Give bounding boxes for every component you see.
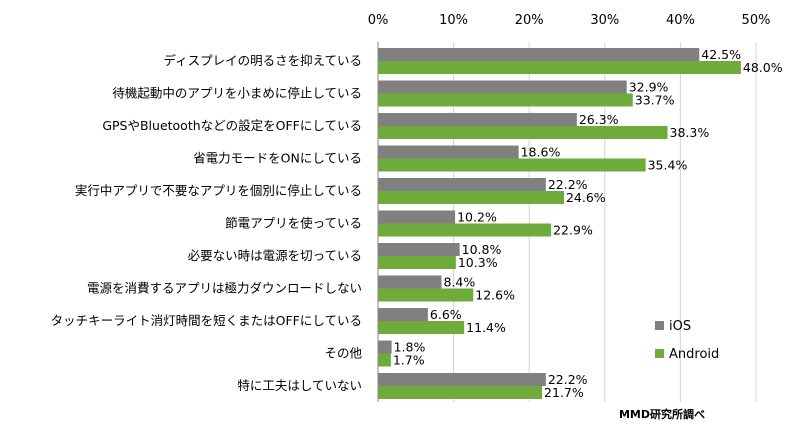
value-label-ios: 10.2%: [457, 210, 497, 225]
value-label-ios: 8.4%: [444, 275, 476, 290]
bar-ios: [378, 275, 442, 289]
bar-ios: [378, 48, 700, 61]
legend-swatch-ios: [655, 321, 664, 330]
legend: iOS Android: [655, 319, 719, 362]
value-labels: 42.5%48.0% 32.9%33.7% 26.3% 38.3% 18.6% 35.4%…: [393, 47, 783, 400]
value-label-android: 33.7%: [635, 93, 675, 108]
bar-android: [378, 386, 543, 399]
value-label-ios: 1.8%: [394, 340, 426, 355]
bar-ios: [378, 178, 546, 191]
bar-android: [378, 93, 633, 107]
x-axis-tick-labels: 0% 10% 20% 30% 40% 50%: [368, 13, 771, 28]
category-label: 電源を消費するアプリは極力ダウンロードしない: [87, 281, 362, 296]
value-label-ios: 10.8%: [462, 242, 502, 257]
category-label: 必要ない時は電源を切っている: [188, 248, 362, 263]
bar-ios: [378, 308, 428, 321]
bar-ios: [378, 80, 627, 94]
value-label-ios: 26.3%: [579, 112, 619, 127]
bar-android: [378, 321, 465, 334]
x-tick-label: 20%: [515, 13, 544, 28]
category-label: 省電力モードをONにしている: [193, 151, 362, 166]
bar-ios: [378, 243, 460, 256]
value-label-android: 10.3%: [458, 255, 498, 270]
legend-label-android: Android: [669, 347, 719, 362]
category-label: ディスプレイの明るさを抑えている: [163, 53, 362, 68]
value-label-ios: 32.9%: [629, 80, 669, 95]
value-label-android: 21.7%: [544, 385, 584, 400]
source-note: MMD研究所調べ: [619, 407, 705, 421]
bars: [378, 48, 741, 399]
legend-label-ios: iOS: [669, 319, 691, 334]
category-label: 節電アプリを使っている: [225, 216, 362, 231]
legend-swatch-android: [655, 349, 664, 358]
value-label-android: 11.4%: [466, 320, 506, 335]
bar-android: [378, 191, 564, 204]
bar-ios: [378, 373, 546, 386]
value-label-android: 24.6%: [566, 190, 606, 205]
value-label-android: 12.6%: [475, 288, 515, 303]
value-label-ios: 22.2%: [548, 372, 588, 387]
bar-android: [378, 223, 552, 237]
value-label-android: 1.7%: [393, 353, 425, 368]
bar-android: [378, 61, 741, 74]
value-label-ios: 22.2%: [548, 177, 588, 192]
category-label: GPSやBluetoothなどの設定をOFFにしている: [102, 118, 362, 133]
bar-ios: [378, 340, 392, 354]
bar-ios: [378, 145, 519, 159]
bar-android: [378, 353, 391, 367]
x-tick-label: 40%: [666, 13, 695, 28]
category-label: タッチキーライト消灯時間を短くまたはOFFにしている: [51, 313, 362, 328]
bar-android: [378, 126, 668, 139]
bar-ios: [378, 113, 577, 126]
x-tick-label: 10%: [439, 13, 468, 28]
bar-android: [378, 158, 646, 172]
bar-android: [378, 256, 456, 269]
category-label: 実行中アプリで不要なアプリを個別に停止している: [75, 183, 362, 198]
bar-android: [378, 288, 474, 302]
value-label-ios: 42.5%: [701, 47, 741, 62]
x-tick-label: 0%: [368, 13, 389, 28]
x-tick-label: 50%: [742, 13, 771, 28]
bar-ios: [378, 210, 456, 224]
category-label: 特に工夫はしていない: [237, 378, 362, 393]
category-label: 待機起動中のアプリを小まめに停止している: [112, 86, 362, 101]
x-tick-label: 30%: [590, 13, 619, 28]
value-label-android: 35.4%: [648, 158, 688, 173]
value-label-ios: 18.6%: [521, 145, 561, 160]
value-label-android: 22.9%: [553, 223, 593, 238]
category-label: その他: [324, 346, 362, 361]
value-label-android: 38.3%: [670, 125, 710, 140]
value-label-android: 48.0%: [743, 60, 783, 75]
value-label-ios: 6.6%: [430, 307, 462, 322]
